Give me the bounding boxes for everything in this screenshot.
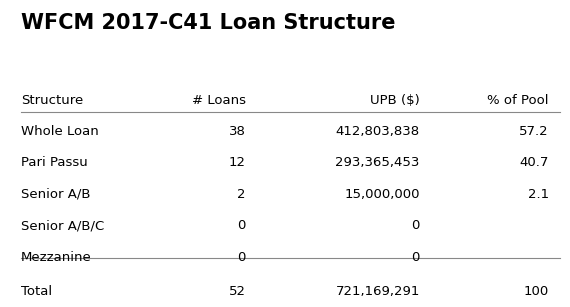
Text: WFCM 2017-C41 Loan Structure: WFCM 2017-C41 Loan Structure	[21, 13, 396, 33]
Text: 0: 0	[412, 251, 420, 264]
Text: 721,169,291: 721,169,291	[335, 285, 420, 298]
Text: Structure: Structure	[21, 94, 83, 107]
Text: Pari Passu: Pari Passu	[21, 157, 88, 169]
Text: % of Pool: % of Pool	[487, 94, 549, 107]
Text: UPB ($): UPB ($)	[370, 94, 420, 107]
Text: 52: 52	[229, 285, 246, 298]
Text: 38: 38	[229, 125, 246, 138]
Text: 412,803,838: 412,803,838	[336, 125, 420, 138]
Text: # Loans: # Loans	[192, 94, 246, 107]
Text: 100: 100	[524, 285, 549, 298]
Text: 57.2: 57.2	[519, 125, 549, 138]
Text: 40.7: 40.7	[520, 157, 549, 169]
Text: 293,365,453: 293,365,453	[335, 157, 420, 169]
Text: Whole Loan: Whole Loan	[21, 125, 99, 138]
Text: Senior A/B: Senior A/B	[21, 188, 91, 201]
Text: 2: 2	[237, 188, 246, 201]
Text: 0: 0	[412, 219, 420, 232]
Text: 12: 12	[229, 157, 246, 169]
Text: Senior A/B/C: Senior A/B/C	[21, 219, 104, 232]
Text: Total: Total	[21, 285, 52, 298]
Text: 0: 0	[237, 251, 246, 264]
Text: Mezzanine: Mezzanine	[21, 251, 92, 264]
Text: 15,000,000: 15,000,000	[344, 188, 420, 201]
Text: 0: 0	[237, 219, 246, 232]
Text: 2.1: 2.1	[528, 188, 549, 201]
